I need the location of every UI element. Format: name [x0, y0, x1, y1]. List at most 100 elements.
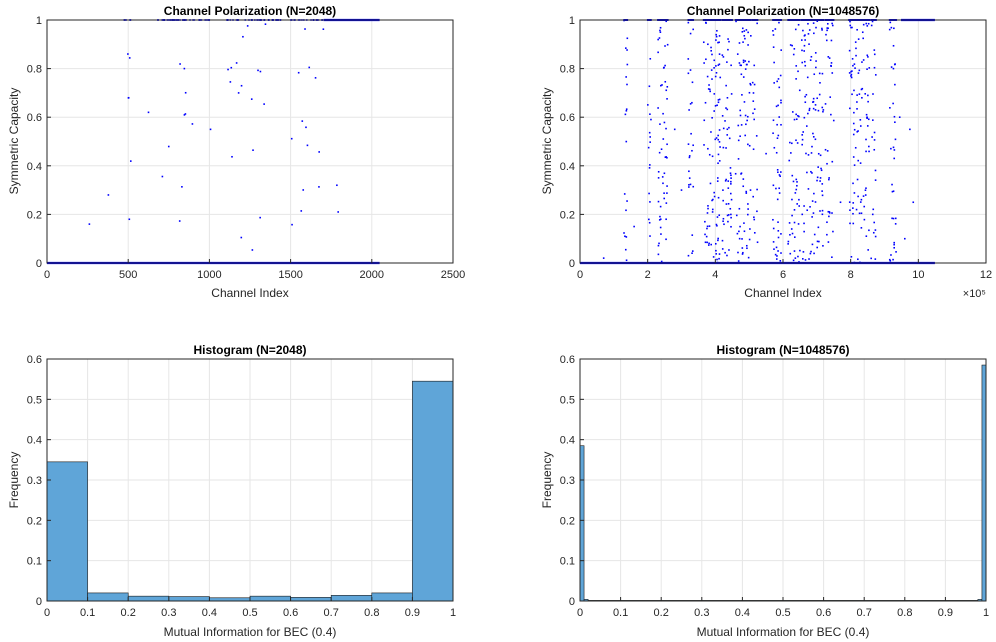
scatter-point — [626, 63, 629, 66]
scatter-point — [624, 235, 626, 238]
scatter-point — [725, 107, 727, 109]
x-axis-label: Channel Index — [744, 286, 821, 300]
subplot-top-left: Channel Polarization (N=2048) Channel In… — [7, 4, 465, 300]
scatter-point — [808, 29, 811, 31]
scatter-point — [856, 28, 858, 31]
scatter-point — [777, 171, 779, 174]
scatter-point — [821, 209, 824, 212]
scatter-point — [868, 67, 871, 69]
scatter-point — [747, 256, 750, 259]
x-tick-label: 1500 — [278, 269, 302, 281]
scatter-point — [724, 180, 727, 182]
scatter-point — [773, 146, 776, 149]
scatter-point — [871, 136, 873, 138]
scatter-point — [859, 125, 862, 127]
scatter-point — [184, 91, 187, 94]
scatter-point — [717, 162, 719, 165]
scatter-point — [722, 56, 725, 58]
scatter-point — [890, 147, 892, 150]
scatter-point — [687, 143, 690, 145]
chart-title: Channel Polarization (N=2048) — [164, 4, 336, 18]
scatter-point — [772, 227, 775, 230]
scatter-point — [817, 226, 820, 229]
scatter-point — [649, 57, 652, 60]
scatter-point — [250, 98, 253, 100]
histogram-bar — [330, 595, 373, 602]
scatter-point — [746, 119, 748, 122]
scatter-point — [859, 162, 862, 164]
scatter-point — [707, 205, 709, 207]
scatter-point — [803, 60, 806, 63]
scatter-point — [161, 175, 164, 178]
scatter-point — [856, 130, 859, 133]
scatter-point — [819, 180, 821, 182]
scatter-point — [779, 74, 782, 77]
scatter-point — [864, 93, 867, 95]
scatter-point — [231, 155, 233, 158]
scatter-point — [801, 49, 803, 52]
scatter-point — [774, 253, 777, 256]
scatter-point — [828, 211, 831, 213]
scatter-point — [796, 184, 798, 187]
chart-title: Histogram (N=2048) — [193, 343, 306, 357]
scatter-point — [827, 27, 829, 30]
scatter-point — [666, 185, 668, 187]
scatter-point — [336, 184, 338, 187]
scatter-point — [740, 124, 743, 126]
scatter-point — [795, 78, 797, 80]
scatter-point — [790, 152, 792, 154]
scatter-point — [738, 42, 741, 44]
scatter-point — [873, 148, 876, 151]
y-axis-label: Symmetric Capacity — [7, 88, 21, 195]
scatter-point — [891, 217, 893, 220]
scatter-point — [853, 63, 856, 65]
scatter-point — [750, 35, 752, 37]
chart-title: Channel Polarization (N=1048576) — [687, 4, 879, 18]
scatter-point — [777, 250, 779, 252]
scatter-point — [648, 167, 651, 169]
scatter-point — [726, 96, 729, 99]
scatter-point — [648, 221, 651, 224]
scatter-point — [666, 156, 668, 159]
x-tick-label: 0.7 — [324, 607, 339, 619]
scatter-point — [871, 213, 874, 216]
scatter-point — [742, 76, 745, 78]
scatter-point — [726, 108, 729, 111]
scatter-point — [742, 61, 745, 64]
scatter-point — [788, 159, 791, 162]
scatter-point — [717, 153, 720, 156]
scatter-point — [749, 228, 751, 230]
scatter-point — [893, 149, 896, 151]
scatter-point — [808, 107, 811, 110]
scatter-point — [852, 207, 854, 209]
scatter-point — [868, 229, 870, 232]
scatter-point — [866, 116, 868, 118]
x-tick-label: 0 — [577, 607, 583, 619]
scatter-point — [625, 108, 628, 110]
scatter-point — [791, 174, 794, 177]
y-tick-label: 1 — [36, 15, 42, 27]
scatter-point — [626, 200, 628, 202]
scatter-point — [909, 128, 911, 131]
scatter-point — [657, 200, 660, 203]
scatter-point — [857, 159, 860, 162]
scatter-point — [890, 66, 893, 68]
scatter-point — [865, 235, 868, 237]
scatter-point — [821, 27, 823, 30]
scatter-point — [756, 241, 759, 244]
scatter-point — [711, 155, 714, 158]
scatter-point — [721, 239, 724, 242]
scatter-point — [183, 114, 186, 116]
scatter-point — [707, 88, 710, 90]
scatter-point — [690, 132, 692, 135]
scatter-point — [849, 107, 851, 110]
y-tick-label: 0 — [569, 258, 575, 270]
scatter-point — [718, 129, 721, 131]
scatter-point — [717, 41, 719, 44]
scatter-point — [821, 183, 824, 185]
scatter-point — [912, 201, 915, 204]
scatter-point — [246, 25, 249, 27]
scatter-point — [657, 170, 660, 173]
scatter-point — [703, 144, 705, 146]
x-tick-label: 0.8 — [364, 607, 379, 619]
